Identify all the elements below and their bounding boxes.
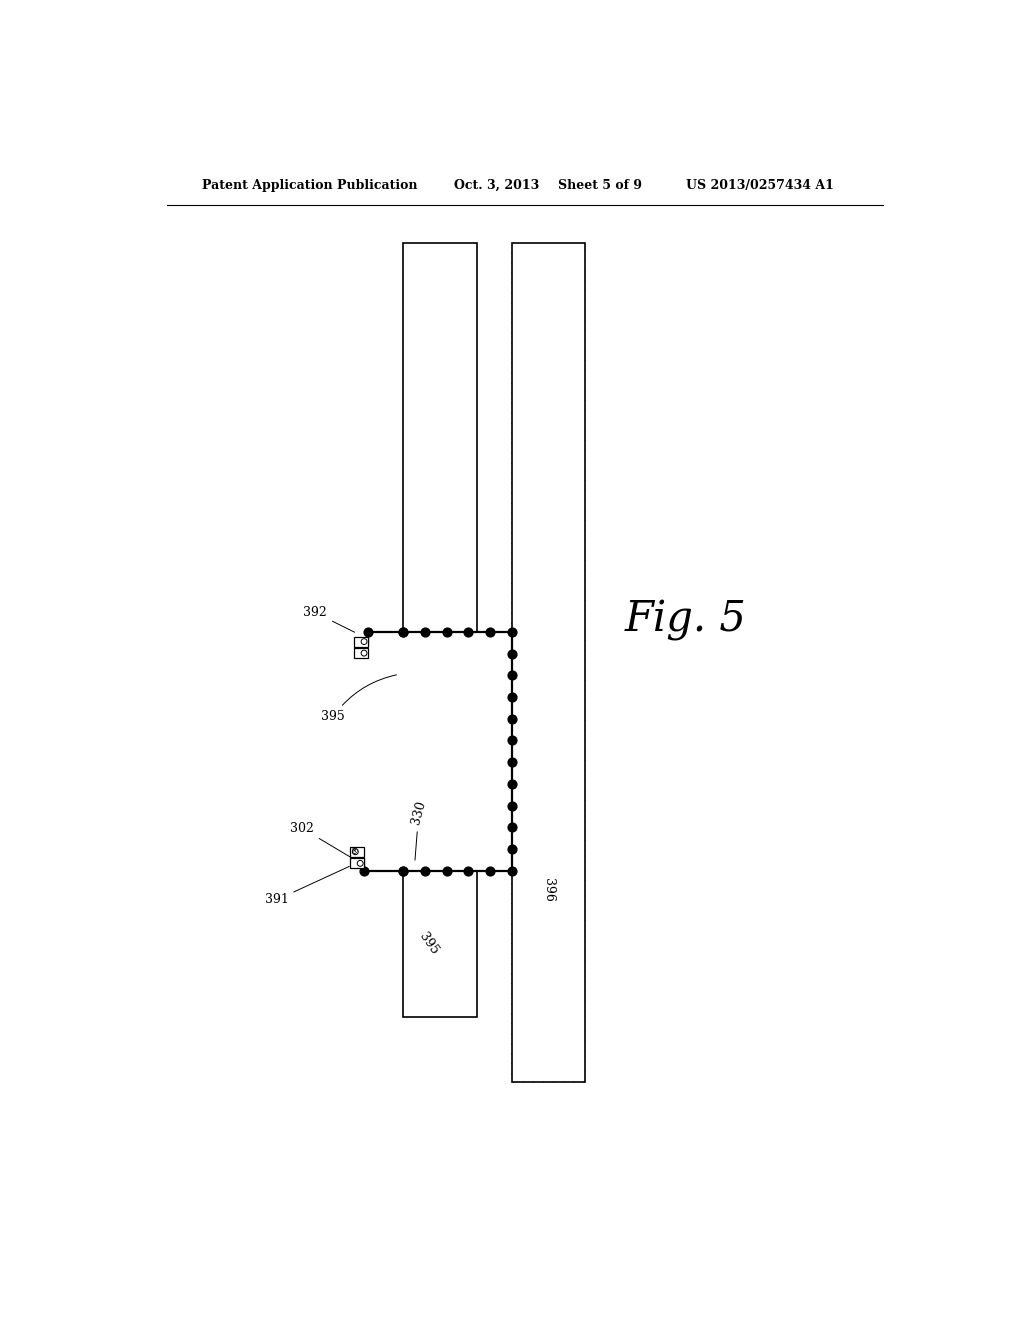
Bar: [354, 636, 369, 647]
Point: [504, 643, 520, 664]
Point: [481, 622, 498, 643]
Text: Sheet 5 of 9: Sheet 5 of 9: [558, 178, 642, 191]
Point: [504, 774, 520, 795]
Point: [504, 861, 520, 882]
Point: [395, 861, 412, 882]
Point: [504, 686, 520, 708]
Point: [360, 622, 377, 643]
Bar: [354, 648, 369, 659]
Circle shape: [357, 861, 364, 866]
Bar: [350, 858, 365, 869]
Point: [356, 861, 373, 882]
Text: 395: 395: [322, 675, 396, 723]
Point: [504, 838, 520, 859]
Circle shape: [352, 849, 358, 855]
Point: [395, 622, 412, 643]
Point: [438, 622, 455, 643]
Point: [481, 861, 498, 882]
Point: [504, 751, 520, 772]
Text: Fig. 5: Fig. 5: [625, 599, 746, 642]
Point: [460, 622, 476, 643]
Text: 330: 330: [410, 800, 428, 861]
Point: [460, 861, 476, 882]
Text: 302: 302: [290, 822, 360, 863]
Point: [395, 861, 412, 882]
Point: [417, 861, 433, 882]
Point: [417, 622, 433, 643]
Text: 392: 392: [303, 606, 354, 632]
Text: ®: ®: [351, 847, 358, 857]
Text: 391: 391: [264, 866, 349, 907]
Point: [504, 795, 520, 816]
Bar: [403, 243, 477, 632]
Bar: [512, 243, 586, 1082]
Point: [395, 622, 412, 643]
Point: [504, 817, 520, 838]
Point: [504, 622, 520, 643]
Circle shape: [361, 639, 367, 644]
Bar: [350, 847, 365, 857]
Circle shape: [361, 651, 367, 656]
Text: Oct. 3, 2013: Oct. 3, 2013: [454, 178, 539, 191]
Point: [504, 730, 520, 751]
Text: Patent Application Publication: Patent Application Publication: [202, 178, 417, 191]
Bar: [403, 871, 477, 1016]
Text: US 2013/0257434 A1: US 2013/0257434 A1: [686, 178, 834, 191]
Point: [438, 861, 455, 882]
Point: [504, 665, 520, 686]
Point: [504, 709, 520, 730]
Text: 395: 395: [417, 931, 441, 957]
Text: 396: 396: [542, 878, 555, 902]
